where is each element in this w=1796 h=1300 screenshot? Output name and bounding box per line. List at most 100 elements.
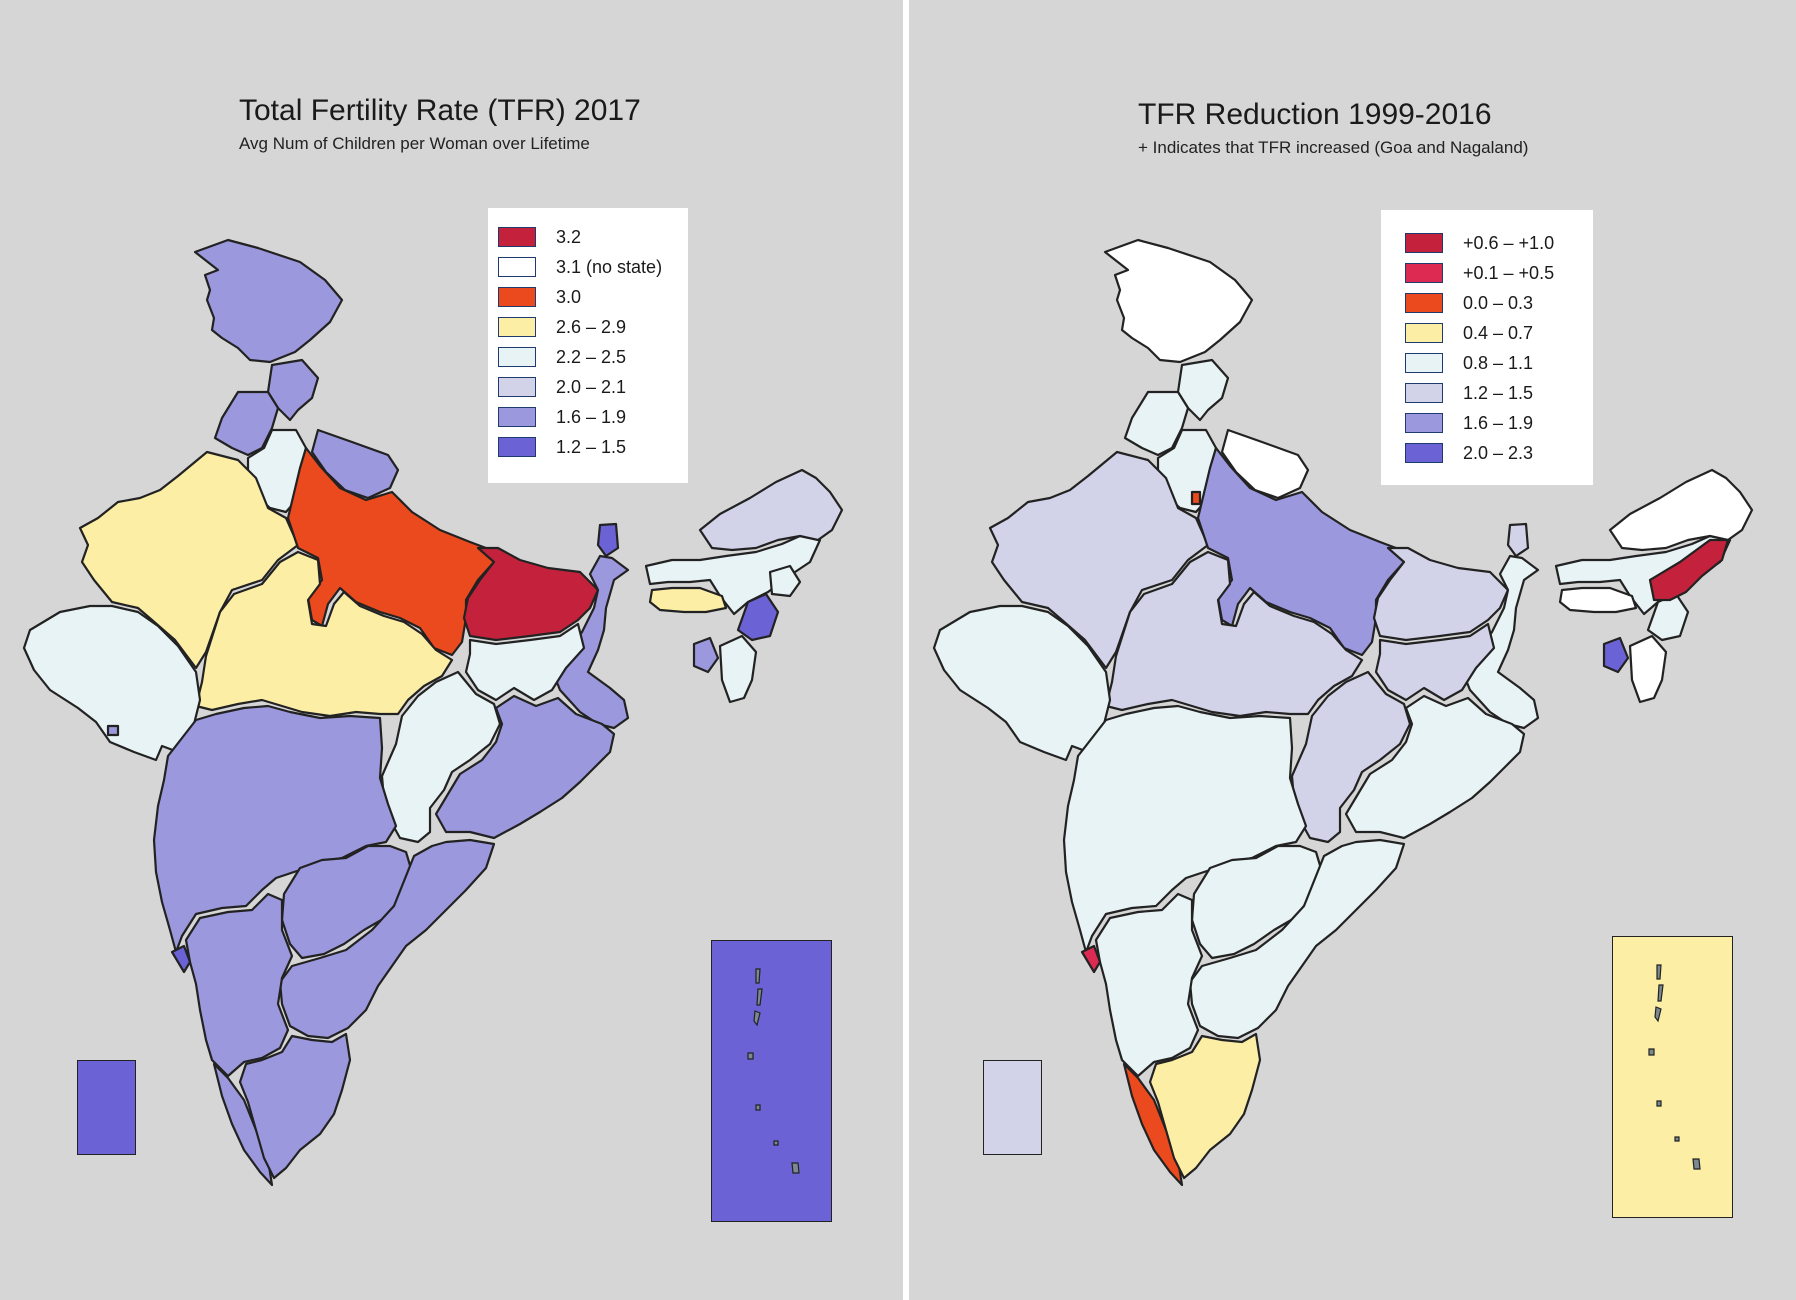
region-karnataka — [1094, 892, 1204, 1078]
legend-label: +0.1 – +0.5 — [1463, 262, 1555, 283]
lakshadweep-inset — [77, 1060, 136, 1155]
region-uttarakhand — [1220, 428, 1310, 500]
legend-swatch — [1405, 263, 1443, 283]
india-tfr-map — [22, 238, 844, 1187]
region-kerala — [212, 1062, 274, 1187]
legend-swatch — [498, 407, 536, 427]
region-meghalaya — [648, 586, 728, 614]
legend-item: 1.6 – 1.9 — [498, 402, 688, 432]
region-andhra-pradesh — [1188, 838, 1406, 1040]
region-manipur — [736, 592, 780, 642]
legend-swatch — [498, 257, 536, 277]
legend-label: 3.1 (no state) — [556, 256, 663, 277]
region-meghalaya — [1558, 586, 1638, 614]
legend-item: +0.6 – +1.0 — [1405, 228, 1593, 258]
legend-swatch — [1405, 233, 1443, 253]
legend-item: 2.0 – 2.3 — [1405, 438, 1593, 468]
andaman-nicobar-inset — [1612, 936, 1733, 1218]
legend-label: 0.8 – 1.1 — [1463, 352, 1534, 373]
region-punjab — [1123, 390, 1190, 457]
legend-label: 1.6 – 1.9 — [1463, 412, 1534, 433]
region-delhi — [1190, 490, 1202, 506]
region-tripura — [692, 636, 720, 674]
legend-swatch — [1405, 323, 1443, 343]
legend-swatch — [498, 437, 536, 457]
legend-label: 2.0 – 2.3 — [1463, 442, 1534, 463]
legend-label: 1.2 – 1.5 — [556, 436, 627, 457]
region-sikkim — [1506, 522, 1530, 558]
region-jammu-kashmir — [193, 238, 344, 364]
region-mizoram — [718, 634, 758, 704]
region-diu — [106, 724, 120, 737]
legend-label: 2.0 – 2.1 — [556, 376, 627, 397]
region-jharkhand — [1374, 622, 1496, 702]
map-subtitle: Avg Num of Children per Woman over Lifet… — [239, 134, 590, 153]
region-karnataka — [184, 892, 294, 1078]
legend-swatch — [498, 377, 536, 397]
legend-label: 2.6 – 2.9 — [556, 316, 627, 337]
legend-item: 1.2 – 1.5 — [498, 432, 688, 462]
region-andhra-pradesh — [278, 838, 496, 1040]
panel-divider — [903, 0, 909, 1300]
legend-item: 1.6 – 1.9 — [1405, 408, 1593, 438]
region-chhattisgarh — [380, 670, 502, 844]
lakshadweep-inset — [983, 1060, 1042, 1155]
map-title: Total Fertility Rate (TFR) 2017 — [239, 94, 641, 127]
legend-swatch — [498, 287, 536, 307]
legend-label: 1.2 – 1.5 — [1463, 382, 1534, 403]
region-madhya-pradesh — [194, 550, 454, 718]
region-goa — [1080, 944, 1102, 974]
map-title: TFR Reduction 1999-2016 — [1138, 98, 1492, 131]
region-arunachal-pradesh — [698, 468, 844, 552]
region-tamil-nadu — [1148, 1032, 1262, 1180]
region-kerala — [1122, 1062, 1184, 1187]
legend-item: 1.2 – 1.5 — [1405, 378, 1593, 408]
legend-item: 3.1 (no state) — [498, 252, 688, 282]
region-uttarakhand — [310, 428, 400, 500]
region-bihar — [1372, 546, 1510, 642]
legend-label: 3.0 — [556, 286, 582, 307]
legend-item: 2.6 – 2.9 — [498, 312, 688, 342]
legend-swatch — [1405, 353, 1443, 373]
map-subtitle: + Indicates that TFR increased (Goa and … — [1138, 138, 1529, 157]
region-west-bengal — [550, 554, 630, 730]
region-tamil-nadu — [238, 1032, 352, 1180]
region-west-bengal — [1460, 554, 1540, 730]
legend-item: 2.2 – 2.5 — [498, 342, 688, 372]
legend-item: 2.0 – 2.1 — [498, 372, 688, 402]
map-legend: 3.2 3.1 (no state) 3.0 2.6 – 2.9 2.2 – 2… — [488, 208, 688, 483]
legend-label: 0.0 – 0.3 — [1463, 292, 1534, 313]
region-tripura — [1602, 636, 1630, 674]
legend-item: 0.0 – 0.3 — [1405, 288, 1593, 318]
region-jammu-kashmir — [1103, 238, 1254, 364]
tfr-2017-panel: Total Fertility Rate (TFR) 2017 Avg Num … — [22, 94, 844, 1222]
andaman-islands — [747, 968, 800, 1174]
region-mizoram — [1628, 634, 1668, 704]
legend-item: 0.8 – 1.1 — [1405, 348, 1593, 378]
legend-label: 0.4 – 0.7 — [1463, 322, 1534, 343]
region-odisha — [1344, 694, 1526, 840]
region-bihar — [462, 546, 600, 642]
region-jharkhand — [464, 622, 586, 702]
legend-swatch — [498, 227, 536, 247]
region-arunachal-pradesh — [1608, 468, 1754, 552]
region-goa — [170, 944, 192, 974]
legend-label: 2.2 – 2.5 — [556, 346, 627, 367]
legend-swatch — [498, 347, 536, 367]
legend-label: 1.6 – 1.9 — [556, 406, 627, 427]
legend-swatch — [1405, 293, 1443, 313]
region-chhattisgarh — [1290, 670, 1412, 844]
legend-label: +0.6 – +1.0 — [1463, 232, 1555, 253]
region-odisha — [434, 694, 616, 840]
legend-item: 3.0 — [498, 282, 688, 312]
map-legend: +0.6 – +1.0 +0.1 – +0.5 0.0 – 0.3 0.4 – … — [1381, 210, 1593, 485]
region-punjab — [213, 390, 280, 457]
region-nagaland — [1648, 538, 1730, 602]
legend-swatch — [1405, 383, 1443, 403]
legend-label: 3.2 — [556, 226, 582, 247]
legend-swatch — [1405, 413, 1443, 433]
legend-swatch — [498, 317, 536, 337]
india-tfr-reduction-map — [932, 238, 1754, 1187]
region-nagaland — [768, 564, 802, 598]
